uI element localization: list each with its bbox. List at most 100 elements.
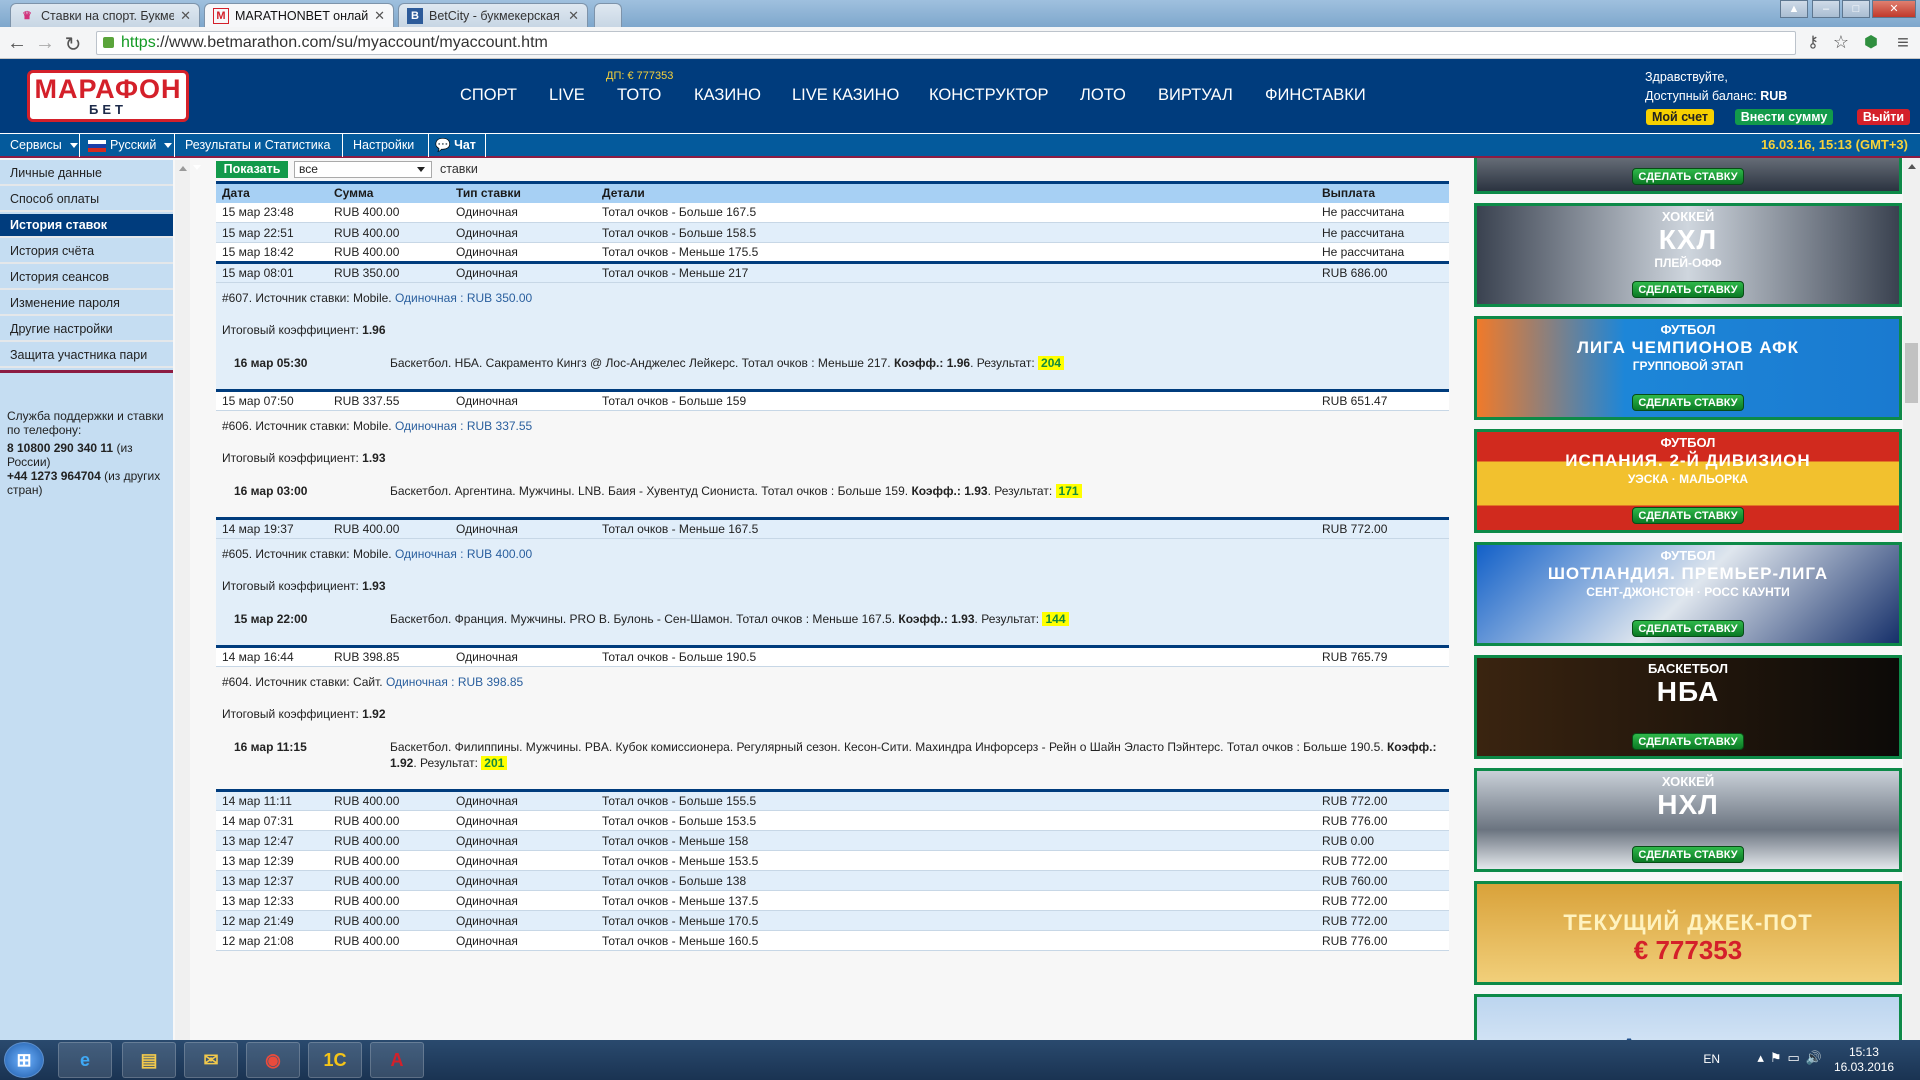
bet-filter-select[interactable]: все bbox=[294, 161, 432, 178]
close-window-icon[interactable]: ✕ bbox=[1872, 0, 1916, 18]
minimize-icon[interactable]: – bbox=[1812, 0, 1840, 18]
browser-tab[interactable]: ♛ Ставки на спорт. Букмекерская ✕ bbox=[10, 3, 200, 27]
sidebar-scrollbar[interactable] bbox=[175, 160, 190, 1040]
table-row[interactable]: 13 мар 12:33 RUB 400.00 Одиночная Тотал очк… bbox=[216, 890, 1449, 911]
deposit-button[interactable]: Внести сумму bbox=[1735, 109, 1833, 125]
nav-live[interactable]: LIVE bbox=[549, 86, 585, 104]
place-bet-button[interactable]: СДЕЛАТЬ СТАВКУ bbox=[1632, 168, 1744, 185]
explorer-icon[interactable]: ▤ bbox=[122, 1042, 176, 1078]
nav-constructor[interactable]: КОНСТРУКТОР bbox=[929, 86, 1049, 104]
close-icon[interactable]: ✕ bbox=[374, 7, 385, 23]
place-bet-button[interactable]: СДЕЛАТЬ СТАВКУ bbox=[1632, 281, 1744, 298]
services-menu[interactable]: Сервисы bbox=[0, 134, 80, 157]
table-row[interactable]: 15 мар 18:42 RUB 400.00 Одиночная Тотал очк… bbox=[216, 242, 1449, 263]
browser-tab-active[interactable]: M MARATHONBET онлайн букмекер ✕ bbox=[204, 3, 394, 27]
language-menu[interactable]: Русский bbox=[80, 134, 175, 157]
table-row[interactable]: 14 мар 07:31 RUB 400.00 Одиночная Тотал очк… bbox=[216, 810, 1449, 831]
language-indicator[interactable]: EN bbox=[1703, 1052, 1720, 1066]
promo-banner[interactable]: Авансовые bbox=[1474, 994, 1902, 1040]
table-row[interactable]: 14 мар 11:11 RUB 400.00 Одиночная Тотал очк… bbox=[216, 789, 1449, 811]
sidebar-item[interactable]: История сеансов bbox=[0, 266, 173, 290]
table-row[interactable]: 13 мар 12:39 RUB 400.00 Одиночная Тотал очк… bbox=[216, 850, 1449, 871]
outlook-icon[interactable]: ✉ bbox=[184, 1042, 238, 1078]
promo-banner[interactable]: ФУТБОЛ ЛИГА ЧЕМПИОНОВ АФК ГРУППОВОЙ ЭТАП СД… bbox=[1474, 316, 1902, 420]
place-bet-button[interactable]: СДЕЛАТЬ СТАВКУ bbox=[1632, 846, 1744, 863]
nav-live-casino[interactable]: LIVE КАЗИНО bbox=[792, 86, 900, 104]
maximize-icon[interactable]: □ bbox=[1842, 0, 1870, 18]
table-row[interactable]: 13 мар 12:37 RUB 400.00 Одиночная Тотал очк… bbox=[216, 870, 1449, 891]
sidebar-item[interactable]: Способ оплаты bbox=[0, 188, 173, 212]
extension-icon[interactable]: ⬢ bbox=[1864, 34, 1878, 51]
promo-banner[interactable]: СДЕЛАТЬ СТАВКУ bbox=[1474, 158, 1902, 194]
place-bet-button[interactable]: СДЕЛАТЬ СТАВКУ bbox=[1632, 394, 1744, 411]
promo-banner[interactable]: ТЕКУЩИЙ ДЖЕК-ПОТ € 777353 bbox=[1474, 881, 1902, 985]
scroll-up-icon[interactable] bbox=[1907, 164, 1916, 169]
bet-type-link[interactable]: Одиночная : RUB 337.55 bbox=[394, 419, 533, 433]
1c-icon[interactable]: 1С bbox=[308, 1042, 362, 1078]
table-row[interactable]: 14 мар 16:44 RUB 398.85 Одиночная Тотал очк… bbox=[216, 645, 1449, 667]
page-scrollbar[interactable] bbox=[1903, 158, 1920, 1040]
menu-icon[interactable]: ≡ bbox=[1897, 32, 1909, 54]
table-row[interactable]: 12 мар 21:08 RUB 400.00 Одиночная Тотал очк… bbox=[216, 930, 1449, 951]
place-bet-button[interactable]: СДЕЛАТЬ СТАВКУ bbox=[1632, 507, 1744, 524]
chrome-icon[interactable]: ◉ bbox=[246, 1042, 300, 1078]
promo-banner[interactable]: ФУТБОЛ ШОТЛАНДИЯ. ПРЕМЬЕР-ЛИГА СЕНТ-ДЖОНСТ… bbox=[1474, 542, 1902, 646]
support-info: Служба поддержки и ставки по телефону: 8… bbox=[0, 373, 173, 497]
nav-virtual[interactable]: ВИРТУАЛ bbox=[1158, 86, 1233, 104]
sidebar-item[interactable]: Личные данные bbox=[0, 162, 173, 186]
table-row[interactable]: 15 мар 07:50 RUB 337.55 Одиночная Тотал очк… bbox=[216, 389, 1449, 411]
nav-casino[interactable]: КАЗИНО bbox=[694, 86, 762, 104]
user-icon[interactable]: ▲ bbox=[1780, 0, 1808, 18]
place-bet-button[interactable]: СДЕЛАТЬ СТАВКУ bbox=[1632, 620, 1744, 637]
nav-sport[interactable]: СПОРТ bbox=[460, 86, 517, 104]
back-icon[interactable]: ← bbox=[7, 32, 27, 54]
close-icon[interactable]: ✕ bbox=[180, 7, 191, 23]
promo-banner[interactable]: ХОККЕЙ КХЛ ПЛЕЙ-ОФФ СДЕЛАТЬ СТАВКУ bbox=[1474, 203, 1902, 307]
sidebar-item[interactable]: История ставок bbox=[0, 214, 173, 238]
sidebar-item[interactable]: Другие настройки bbox=[0, 318, 173, 342]
settings-menu[interactable]: Настройки bbox=[343, 134, 429, 171]
bet-type-link[interactable]: Одиночная : RUB 350.00 bbox=[394, 291, 533, 305]
ie-icon[interactable]: e bbox=[58, 1042, 112, 1078]
logo[interactable]: МАРАФОН БЕТ bbox=[27, 70, 189, 122]
my-account-button[interactable]: Мой счет bbox=[1646, 109, 1714, 125]
nav-toto[interactable]: ТОТО bbox=[617, 86, 662, 104]
logout-button[interactable]: Выйти bbox=[1857, 109, 1910, 125]
acrobat-icon[interactable]: A bbox=[370, 1042, 424, 1078]
promo-banner[interactable]: БАСКЕТБОЛ НБА СДЕЛАТЬ СТАВКУ bbox=[1474, 655, 1902, 759]
browser-tab[interactable]: B BetCity - букмекерская контора ✕ bbox=[398, 3, 588, 27]
tray-icons[interactable]: ▴⚑▭🔊 bbox=[1757, 1050, 1828, 1065]
table-row[interactable]: 14 мар 19:37 RUB 400.00 Одиночная Тотал очк… bbox=[216, 517, 1449, 539]
bet-type-link[interactable]: Одиночная : RUB 398.85 bbox=[385, 675, 524, 689]
key-icon[interactable]: ⚷ bbox=[1807, 34, 1819, 51]
promo-banner[interactable]: ФУТБОЛ ИСПАНИЯ. 2-Й ДИВИЗИОН УЭСКА · МАЛЬО… bbox=[1474, 429, 1902, 533]
chat-button[interactable]: 💬 Чат bbox=[429, 134, 486, 157]
table-row[interactable]: 13 мар 12:47 RUB 400.00 Одиночная Тотал очк… bbox=[216, 830, 1449, 851]
table-row[interactable]: 15 мар 22:51 RUB 400.00 Одиночная Тотал очк… bbox=[216, 222, 1449, 243]
star-icon[interactable]: ☆ bbox=[1832, 32, 1850, 52]
coef-label: Итоговый коэффициент: bbox=[222, 579, 363, 593]
close-icon[interactable]: ✕ bbox=[568, 7, 579, 23]
place-bet-button[interactable]: СДЕЛАТЬ СТАВКУ bbox=[1632, 733, 1744, 750]
reload-icon[interactable]: ↻ bbox=[64, 34, 82, 56]
results-menu[interactable]: Результаты и Статистика bbox=[175, 134, 343, 171]
banner-title: ЛИГА ЧЕМПИОНОВ АФК bbox=[1576, 338, 1800, 357]
start-orb-icon[interactable]: ⊞ bbox=[4, 1042, 44, 1078]
scrollbar-thumb[interactable] bbox=[1905, 343, 1918, 403]
clock[interactable]: 15:13 16.03.2016 bbox=[1834, 1045, 1894, 1075]
promo-banner[interactable]: ХОККЕЙ НХЛ СДЕЛАТЬ СТАВКУ bbox=[1474, 768, 1902, 872]
sidebar-item[interactable]: Защита участника пари bbox=[0, 344, 173, 368]
nav-loto[interactable]: ЛОТО bbox=[1080, 86, 1126, 104]
sidebar-item[interactable]: Изменение пароля bbox=[0, 292, 173, 316]
new-tab-button[interactable] bbox=[594, 3, 622, 27]
show-button[interactable]: Показать bbox=[216, 161, 288, 178]
table-row[interactable]: 15 мар 23:48 RUB 400.00 Одиночная Тотал очк… bbox=[216, 202, 1449, 223]
url-input[interactable]: https://www.betmarathon.com/su/myaccount… bbox=[96, 31, 1796, 55]
bet-type-link[interactable]: Одиночная : RUB 400.00 bbox=[394, 547, 533, 561]
sidebar-item[interactable]: История счёта bbox=[0, 240, 173, 264]
table-row[interactable]: 12 мар 21:49 RUB 400.00 Одиночная Тотал очк… bbox=[216, 910, 1449, 931]
table-row[interactable]: 15 мар 08:01 RUB 350.00 Одиночная Тотал очк… bbox=[216, 261, 1449, 283]
forward-icon[interactable]: → bbox=[35, 32, 55, 54]
nav-finstavki[interactable]: ФИНСТАВКИ bbox=[1265, 86, 1366, 104]
scroll-up-icon[interactable] bbox=[178, 166, 187, 171]
